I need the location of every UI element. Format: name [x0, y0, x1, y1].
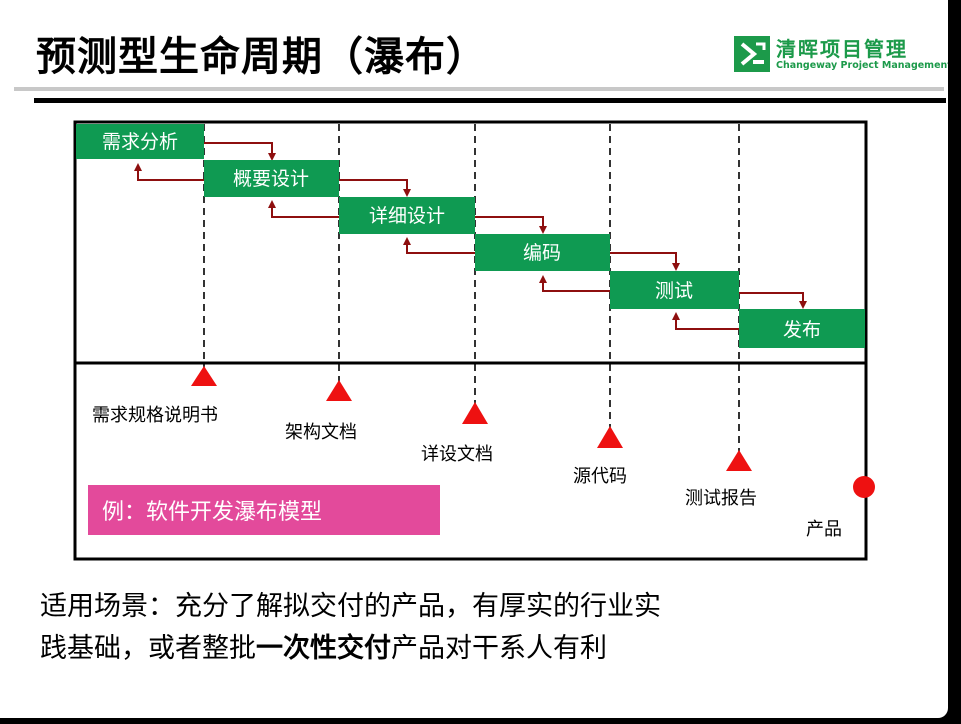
- red-triangle-icon: [191, 366, 217, 386]
- phase-label: 概要设计: [233, 168, 309, 190]
- deliverable-labels: 需求规格说明书 架构文档 详设文档 源代码 测试报告 产品: [92, 405, 842, 540]
- phase-boxes: 需求分析 概要设计 详细设计 编码 测试 发布: [76, 124, 865, 348]
- phase-label: 详细设计: [369, 205, 445, 227]
- phase-label: 发布: [783, 319, 821, 341]
- example-label: 例：软件开发瀑布模型: [102, 500, 323, 525]
- feedback-arrows: [134, 163, 739, 330]
- feedback-arrow-5: [672, 312, 739, 330]
- scenario-line-2: 践基础，或者整批一次性交付产品对干系人有利: [40, 628, 920, 670]
- applicable-scenario-text: 适用场景：充分了解拟交付的产品，有厚实的行业实 践基础，或者整批一次性交付产品对…: [40, 586, 920, 670]
- phase-box-outline-design: 概要设计: [204, 160, 339, 197]
- phase-label: 测试: [655, 280, 693, 302]
- company-logo: 清晖项目管理 Changeway Project Management: [734, 36, 948, 78]
- milestone-markers: [191, 366, 875, 498]
- deliverable-product: 产品: [806, 519, 842, 540]
- feedback-arrow-1: [134, 163, 204, 181]
- phase-box-testing: 测试: [610, 271, 739, 309]
- deliverable-test-report: 测试报告: [685, 488, 757, 509]
- feedback-arrow-2: [268, 200, 339, 218]
- waterfall-diagram: 需求分析 概要设计 详细设计 编码 测试 发布: [73, 120, 875, 561]
- forward-arrow-5: [739, 292, 807, 309]
- forward-arrow-4: [610, 252, 680, 271]
- logo-name-en: Changeway Project Management: [776, 60, 948, 71]
- scenario-line-2-pre: 践基础，或者整批: [40, 633, 256, 664]
- red-triangle-icon: [597, 426, 623, 448]
- feedback-arrow-3: [403, 237, 475, 254]
- red-circle-icon: [853, 476, 875, 498]
- feedback-arrow-4: [539, 275, 610, 292]
- deliverable-requirements-spec: 需求规格说明书: [92, 405, 218, 426]
- phase-box-requirements: 需求分析: [76, 124, 204, 159]
- deliverable-architecture-doc: 架构文档: [285, 422, 357, 443]
- phase-label: 需求分析: [102, 131, 178, 153]
- forward-arrow-2: [339, 179, 411, 197]
- header-divider-thick: [34, 98, 946, 103]
- forward-arrow-1: [204, 142, 276, 161]
- red-triangle-icon: [726, 450, 752, 471]
- scenario-line-2-post: 产品对干系人有利: [391, 633, 607, 664]
- example-label-box: 例：软件开发瀑布模型: [88, 485, 440, 535]
- scenario-line-2-bold: 一次性交付: [256, 633, 391, 664]
- phase-box-detailed-design: 详细设计: [339, 197, 475, 234]
- diagram-frame: [73, 120, 868, 561]
- forward-arrow-3: [475, 216, 547, 234]
- page-title: 预测型生命周期（瀑布）: [36, 34, 487, 80]
- deliverable-detailed-design-doc: 详设文档: [421, 444, 493, 465]
- logo-mark-icon: [734, 36, 770, 72]
- phase-box-coding: 编码: [475, 234, 610, 271]
- logo-name-cn: 清晖项目管理: [776, 37, 908, 61]
- scenario-line-1: 适用场景：充分了解拟交付的产品，有厚实的行业实: [40, 591, 661, 622]
- deliverable-source-code: 源代码: [573, 466, 627, 487]
- slide: 预测型生命周期（瀑布） 清晖项目管理 Changeway Project Man…: [0, 0, 948, 718]
- header-divider-thin: [14, 87, 944, 91]
- forward-arrows: [204, 142, 807, 309]
- phase-box-release: 发布: [739, 309, 865, 348]
- phase-label: 编码: [523, 242, 561, 264]
- red-triangle-icon: [462, 402, 488, 424]
- red-triangle-icon: [326, 380, 352, 401]
